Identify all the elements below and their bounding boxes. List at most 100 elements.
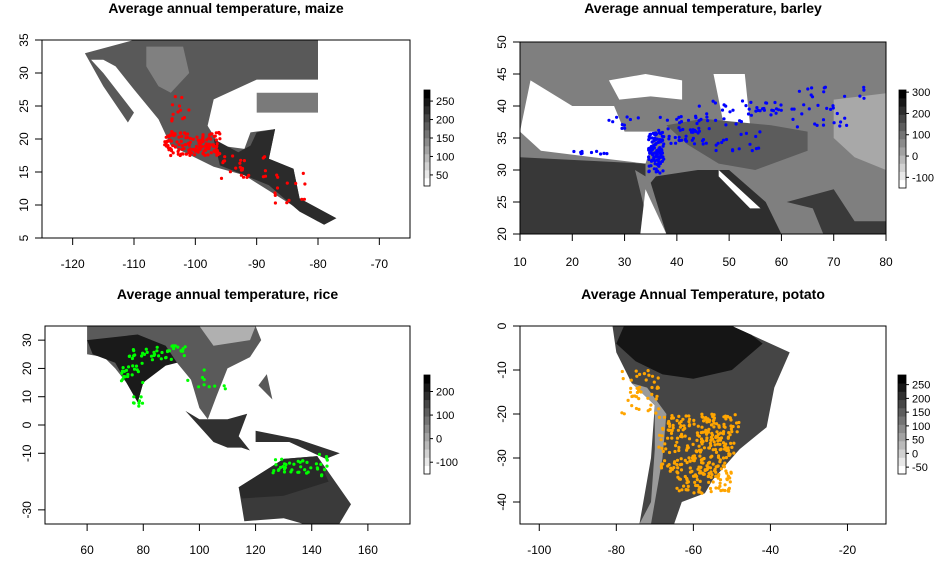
point	[676, 466, 680, 470]
land	[84, 40, 337, 225]
point	[646, 396, 650, 400]
point	[723, 447, 727, 451]
point	[688, 466, 692, 470]
point	[660, 446, 664, 450]
point	[121, 366, 125, 370]
point	[638, 372, 642, 376]
point	[648, 133, 652, 137]
point	[628, 117, 633, 122]
y-tick-label: -20	[495, 405, 509, 423]
legend-label: -50	[912, 462, 928, 474]
point	[625, 115, 629, 119]
point	[128, 354, 132, 358]
point	[736, 425, 741, 429]
point	[662, 135, 666, 139]
land-region-7	[258, 374, 273, 400]
point	[213, 384, 217, 388]
point	[647, 157, 651, 162]
point	[144, 347, 148, 351]
y-tick-label: 35	[17, 33, 31, 47]
point	[705, 115, 709, 119]
point	[181, 347, 185, 351]
point	[633, 394, 637, 398]
point	[721, 432, 726, 436]
point	[825, 106, 829, 110]
point	[709, 423, 714, 427]
point	[134, 364, 139, 368]
legend-swatch	[898, 457, 906, 467]
legend-label: 50	[912, 435, 924, 447]
plot-frame	[519, 325, 887, 525]
point	[723, 461, 727, 465]
point	[130, 373, 134, 377]
point	[661, 426, 665, 430]
y-tick-label: 45	[495, 67, 509, 81]
legend-swatch	[899, 155, 906, 164]
point	[813, 122, 817, 126]
point	[739, 132, 743, 136]
point	[303, 468, 307, 472]
x-tick-label: -100	[527, 543, 551, 557]
point	[666, 436, 670, 440]
point	[670, 416, 674, 420]
point	[663, 442, 667, 446]
point	[729, 441, 733, 445]
point	[716, 455, 721, 459]
point	[700, 412, 704, 416]
point	[681, 428, 685, 432]
point	[145, 350, 149, 354]
point	[622, 412, 626, 416]
point	[647, 373, 651, 377]
point	[636, 116, 640, 120]
point	[637, 407, 641, 411]
x-tick-label: -110	[122, 257, 145, 271]
point	[620, 123, 624, 127]
point	[654, 397, 658, 401]
point	[674, 141, 678, 145]
point	[671, 426, 675, 430]
y-tick-label: 30	[17, 66, 31, 80]
land-region-1	[520, 80, 656, 164]
point	[675, 117, 679, 121]
point	[815, 123, 819, 127]
point	[652, 380, 656, 384]
point	[239, 173, 243, 177]
point	[697, 126, 701, 130]
point	[666, 127, 670, 131]
point	[675, 470, 679, 474]
point	[716, 141, 720, 145]
point	[657, 164, 661, 168]
land-region-4	[255, 430, 340, 459]
point	[201, 133, 205, 137]
point	[711, 448, 715, 452]
point	[306, 470, 310, 474]
legend-label: 100	[912, 421, 930, 433]
point	[727, 487, 731, 491]
point	[150, 358, 154, 362]
point	[177, 147, 181, 152]
point	[754, 147, 759, 151]
point	[843, 116, 847, 120]
point	[679, 420, 683, 424]
point	[655, 158, 659, 162]
point	[718, 484, 722, 488]
point	[692, 459, 696, 463]
point	[657, 128, 661, 132]
point	[191, 137, 195, 141]
point	[204, 148, 208, 152]
point	[725, 471, 729, 475]
point	[724, 417, 728, 421]
point	[695, 450, 699, 454]
point	[677, 477, 681, 481]
legend-label: 200	[912, 393, 930, 405]
legend-label: 0	[912, 448, 918, 460]
x-tick-label: 40	[670, 255, 684, 269]
point	[712, 421, 716, 425]
land-region-1	[146, 46, 190, 93]
land-region-2	[256, 92, 318, 113]
point	[187, 151, 191, 155]
point	[195, 135, 199, 139]
y-tick-label: 25	[17, 99, 31, 113]
point	[754, 134, 758, 139]
